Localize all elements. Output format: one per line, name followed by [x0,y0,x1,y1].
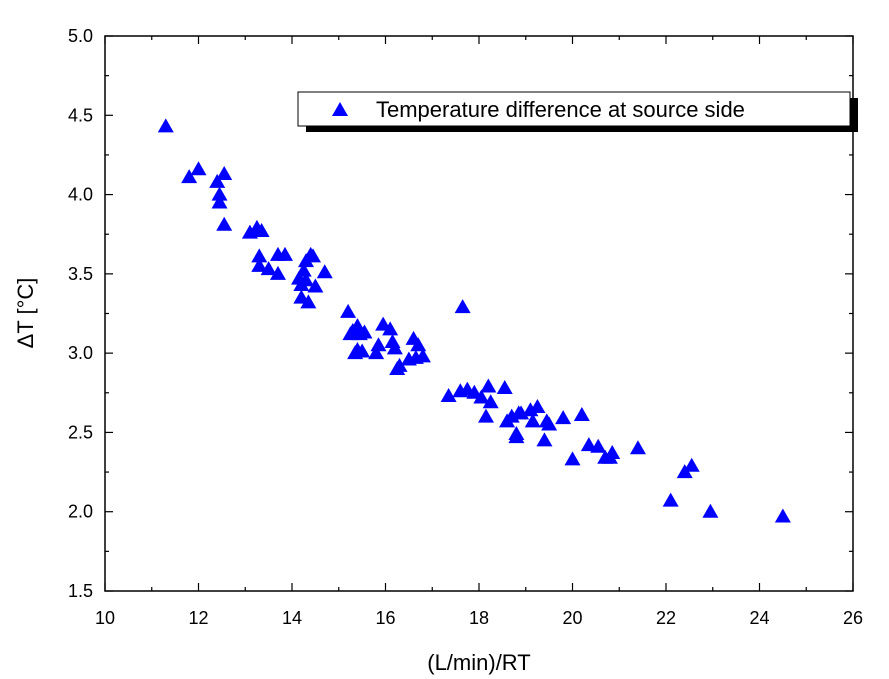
data-point [440,387,457,402]
data-point [580,437,597,452]
data-point [454,299,471,314]
data-point [298,272,315,287]
y-tick-label: 4.0 [68,185,93,205]
y-tick-label: 2.5 [68,422,93,442]
data-point [356,324,373,339]
data-point [410,337,427,352]
plot-frame [104,35,854,592]
x-tick-label: 24 [749,608,769,628]
data-point [702,503,719,518]
y-tick-label: 3.0 [68,343,93,363]
data-point [508,429,525,444]
data-point [269,265,286,280]
data-point [386,340,403,355]
x-axis-title: (L/min)/RT [427,650,531,675]
data-point [590,438,607,453]
data-point [473,389,490,404]
data-point [604,445,621,460]
x-tick-label: 20 [562,608,582,628]
data-point [251,257,268,272]
data-point [629,440,646,455]
data-point [354,343,371,358]
y-tick-label: 2.0 [68,502,93,522]
x-tick-label: 18 [469,608,489,628]
data-point [253,223,270,238]
y-tick-label: 5.0 [68,26,93,46]
data-point [307,278,324,293]
points-layer [157,118,791,523]
data-point [181,169,198,184]
data-point [305,248,322,263]
data-point [300,294,317,309]
data-point [209,173,226,188]
data-point [370,337,387,352]
x-tick-label: 22 [656,608,676,628]
data-point [480,378,497,393]
data-point [564,451,581,466]
data-point [524,413,541,428]
data-point [241,224,258,239]
data-point [216,165,233,180]
data-point [211,186,228,201]
y-tick-label: 3.5 [68,264,93,284]
data-point [368,345,385,360]
data-point [382,321,399,336]
y-axis-title: ΔT [°C] [13,278,38,349]
x-tick-label: 10 [95,608,115,628]
data-point [541,416,558,431]
data-point [190,161,207,176]
x-tick-label: 16 [375,608,395,628]
data-point [316,264,333,279]
data-point [251,248,268,263]
labels-layer: 10 12 14 16 18 20 22 24 26 1.5 2.0 2.5 3.0 3.5 4.0 4.5 5… [68,26,863,628]
data-point [662,492,679,507]
data-point [414,348,431,363]
x-tick-label: 26 [843,608,863,628]
legend-box [297,91,851,127]
legend-triangle-icon [332,102,348,116]
data-point [496,380,513,395]
data-point [573,406,590,421]
data-point [260,261,277,276]
data-point [349,318,366,333]
data-point [211,194,228,209]
data-point [555,410,572,425]
legend-label: Temperature difference at source side [376,97,745,122]
data-point [482,394,499,409]
data-point [529,399,546,414]
legend: Temperature difference at source side [297,91,858,132]
data-point [478,408,495,423]
data-point [340,303,357,318]
data-point [391,357,408,372]
data-point [216,216,233,231]
x-tick-label: 12 [188,608,208,628]
x-tick-label: 14 [282,608,302,628]
data-point [774,508,791,523]
y-tick-label: 1.5 [68,581,93,601]
y-tick-label: 4.5 [68,105,93,125]
data-point [295,262,312,277]
data-point [276,246,293,261]
data-point [683,457,700,472]
data-point [157,118,174,133]
data-point [536,432,553,447]
